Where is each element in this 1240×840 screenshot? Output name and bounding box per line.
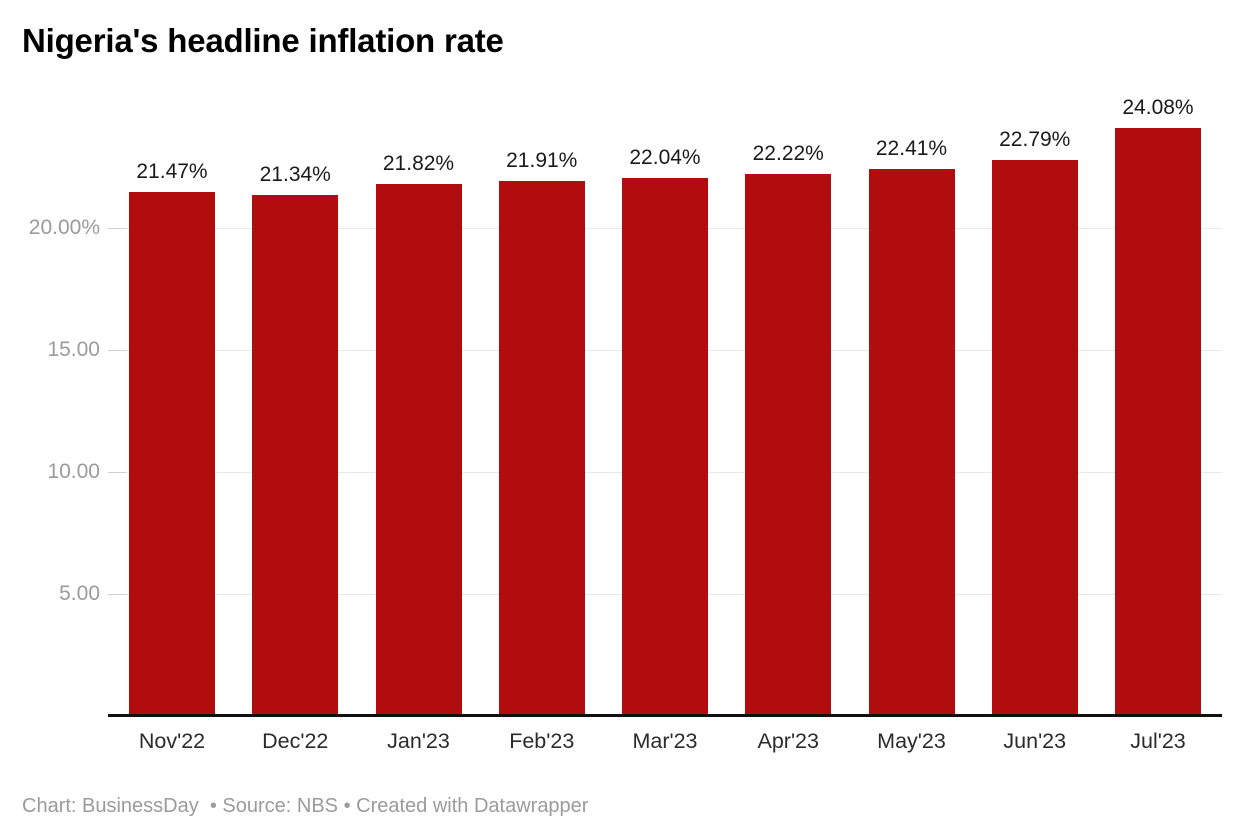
x-axis-label: Jan'23 (387, 729, 450, 753)
x-axis-label: Nov'22 (138, 729, 206, 753)
bar (129, 192, 215, 716)
x-axis-label: Dec'22 (262, 729, 329, 753)
bar-value-label: 22.41% (875, 137, 948, 161)
bar (1115, 128, 1201, 716)
y-axis-tick (108, 227, 126, 229)
bar (375, 183, 462, 716)
x-axis-line (108, 714, 1222, 717)
chart-title: Nigeria's headline inflation rate (22, 22, 504, 59)
bar-value-label: 21.91% (506, 149, 578, 173)
bar (498, 181, 585, 716)
x-axis-label: Jun'23 (1003, 729, 1067, 753)
bar-value-label: 21.82% (382, 151, 455, 175)
bar-value-label: 24.08% (1122, 96, 1194, 120)
attribution: Chart: BusinessDay • Source: NBS • Creat… (22, 795, 589, 817)
y-axis-tick (108, 593, 126, 595)
bar (991, 159, 1078, 716)
y-axis-tick-label: 20.00% (28, 216, 100, 239)
y-axis-tick (108, 471, 126, 473)
x-axis-label: Feb'23 (509, 729, 575, 753)
x-axis-label: May'23 (877, 729, 946, 753)
bar (868, 169, 955, 716)
bar-value-label: 22.22% (752, 141, 824, 165)
x-axis-label: Jul'23 (1130, 729, 1186, 753)
bar-value-label: 22.04% (629, 146, 701, 170)
y-axis-tick-label: 15.00 (47, 338, 100, 361)
y-axis-tick-label: 5.00 (59, 582, 100, 605)
x-axis-label: Mar'23 (632, 729, 698, 753)
bar (745, 173, 832, 716)
bar-value-label: 22.79% (999, 127, 1071, 151)
bar (252, 195, 339, 716)
bar-value-label: 21.47% (136, 160, 208, 184)
x-axis-label: Apr'23 (757, 729, 819, 753)
bar-value-label: 21.34% (259, 163, 331, 187)
bar (622, 178, 708, 716)
y-axis-tick (108, 349, 126, 351)
y-axis-tick-label: 10.00 (47, 460, 100, 483)
